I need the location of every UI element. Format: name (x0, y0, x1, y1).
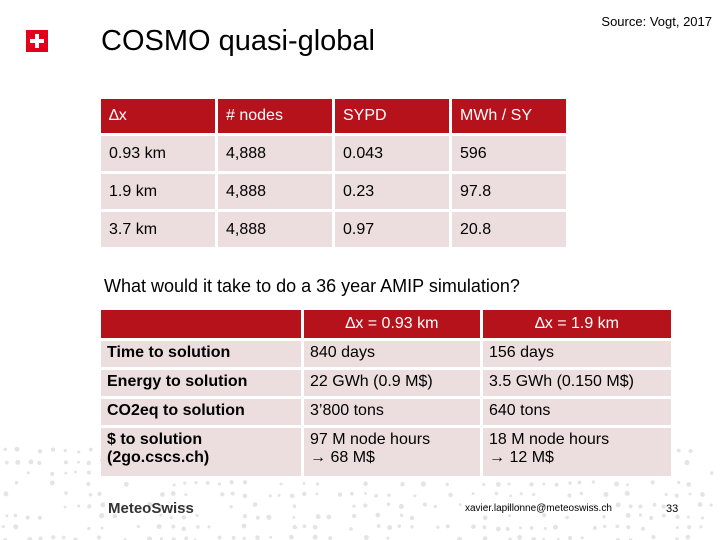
table-cell: 4,888 (218, 136, 332, 171)
table-cell: 97.8 (452, 174, 566, 209)
cell-line: 97 M node hours (310, 431, 431, 448)
row-label: Time to solution (101, 341, 301, 367)
table-cell: 1.9 km (101, 174, 215, 209)
row-label-line: (2go.cscs.ch) (107, 449, 210, 466)
meteoswiss-logo: MeteoSwiss (108, 500, 194, 517)
table-cell: 0.043 (335, 136, 449, 171)
cell-line: → 68 M$ (310, 449, 375, 466)
table-cell: 4,888 (218, 212, 332, 247)
row-label: CO2eq to solution (101, 399, 301, 425)
table-row: 3.7 km 4,888 0.97 20.8 (101, 212, 566, 247)
table-row: CO2eq to solution 3’800 tons 640 tons (101, 399, 671, 425)
table-cell: 3’800 tons (304, 399, 480, 425)
table-cell: 3.7 km (101, 212, 215, 247)
header-dx: ∆x (101, 99, 215, 133)
table-cell: 22 GWh (0.9 M$) (304, 370, 480, 396)
table-cell: 640 tons (483, 399, 671, 425)
table-row: 0.93 km 4,888 0.043 596 (101, 136, 566, 171)
header-dx-19: ∆x = 1.9 km (483, 310, 671, 338)
page-number: 33 (666, 503, 679, 515)
table-cell: 596 (452, 136, 566, 171)
table-row: 1.9 km 4,888 0.23 97.8 (101, 174, 566, 209)
table-cell: 840 days (304, 341, 480, 367)
row-label-line: $ to solution (107, 431, 203, 448)
table-cell: 3.5 GWh (0.150 M$) (483, 370, 671, 396)
slide-title: COSMO quasi-global (101, 25, 375, 57)
row-label: $ to solution (2go.cscs.ch) (101, 428, 301, 476)
header-sypd: SYPD (335, 99, 449, 133)
table-cell: 156 days (483, 341, 671, 367)
swiss-flag-icon (26, 30, 48, 52)
row-label: Energy to solution (101, 370, 301, 396)
table-cell: 97 M node hours → 68 M$ (304, 428, 480, 476)
table-row: $ to solution (2go.cscs.ch) 97 M node ho… (101, 428, 671, 476)
source-note: Source: Vogt, 2017 (601, 14, 712, 29)
table-row: Time to solution 840 days 156 days (101, 341, 671, 367)
table-cell: 18 M node hours → 12 M$ (483, 428, 671, 476)
table-header-row: ∆x = 0.93 km ∆x = 1.9 km (101, 310, 671, 338)
cell-line: 18 M node hours (489, 431, 610, 448)
question-text: What would it take to do a 36 year AMIP … (104, 276, 520, 296)
performance-table: ∆x # nodes SYPD MWh / SY 0.93 km 4,888 0… (98, 96, 569, 250)
amip-cost-table: ∆x = 0.93 km ∆x = 1.9 km Time to solutio… (98, 307, 674, 479)
author-email: xavier.lapillonne@meteoswiss.ch (465, 503, 612, 514)
table-cell: 0.93 km (101, 136, 215, 171)
header-dx-093: ∆x = 0.93 km (304, 310, 480, 338)
table-cell: 4,888 (218, 174, 332, 209)
header-nodes: # nodes (218, 99, 332, 133)
header-mwh-sy: MWh / SY (452, 99, 566, 133)
header-blank (101, 310, 301, 338)
table-row: Energy to solution 22 GWh (0.9 M$) 3.5 G… (101, 370, 671, 396)
table-cell: 0.23 (335, 174, 449, 209)
table-cell: 20.8 (452, 212, 566, 247)
cell-line: → 12 M$ (489, 449, 554, 466)
table-cell: 0.97 (335, 212, 449, 247)
table-header-row: ∆x # nodes SYPD MWh / SY (101, 99, 566, 133)
